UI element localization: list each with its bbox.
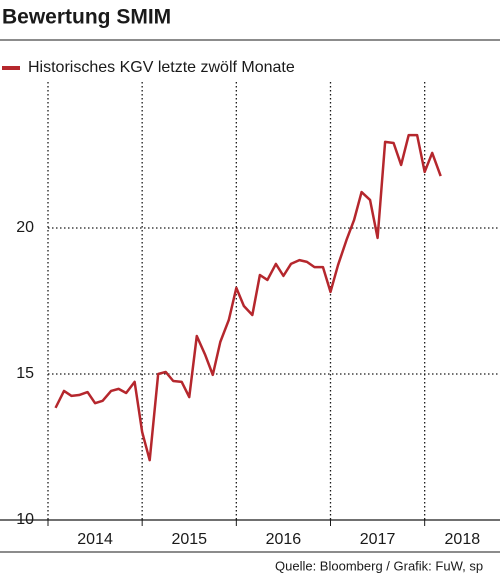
x-tick-label: 2017 [360, 531, 396, 548]
source-note: Quelle: Bloomberg / Grafik: FuW, sp [275, 558, 483, 573]
x-tick-label: 2016 [266, 531, 302, 548]
data-line [54, 133, 442, 462]
y-tick-label: 15 [16, 365, 34, 382]
chart-title: Bewertung SMIM [2, 6, 171, 29]
y-tick-label: 20 [16, 219, 34, 236]
legend-label: Historisches KGV letzte zwölf Monate [28, 59, 295, 76]
x-tick-label: 2018 [445, 531, 481, 548]
x-tick-label: 2014 [77, 531, 113, 548]
x-tick-label: 2015 [171, 531, 207, 548]
